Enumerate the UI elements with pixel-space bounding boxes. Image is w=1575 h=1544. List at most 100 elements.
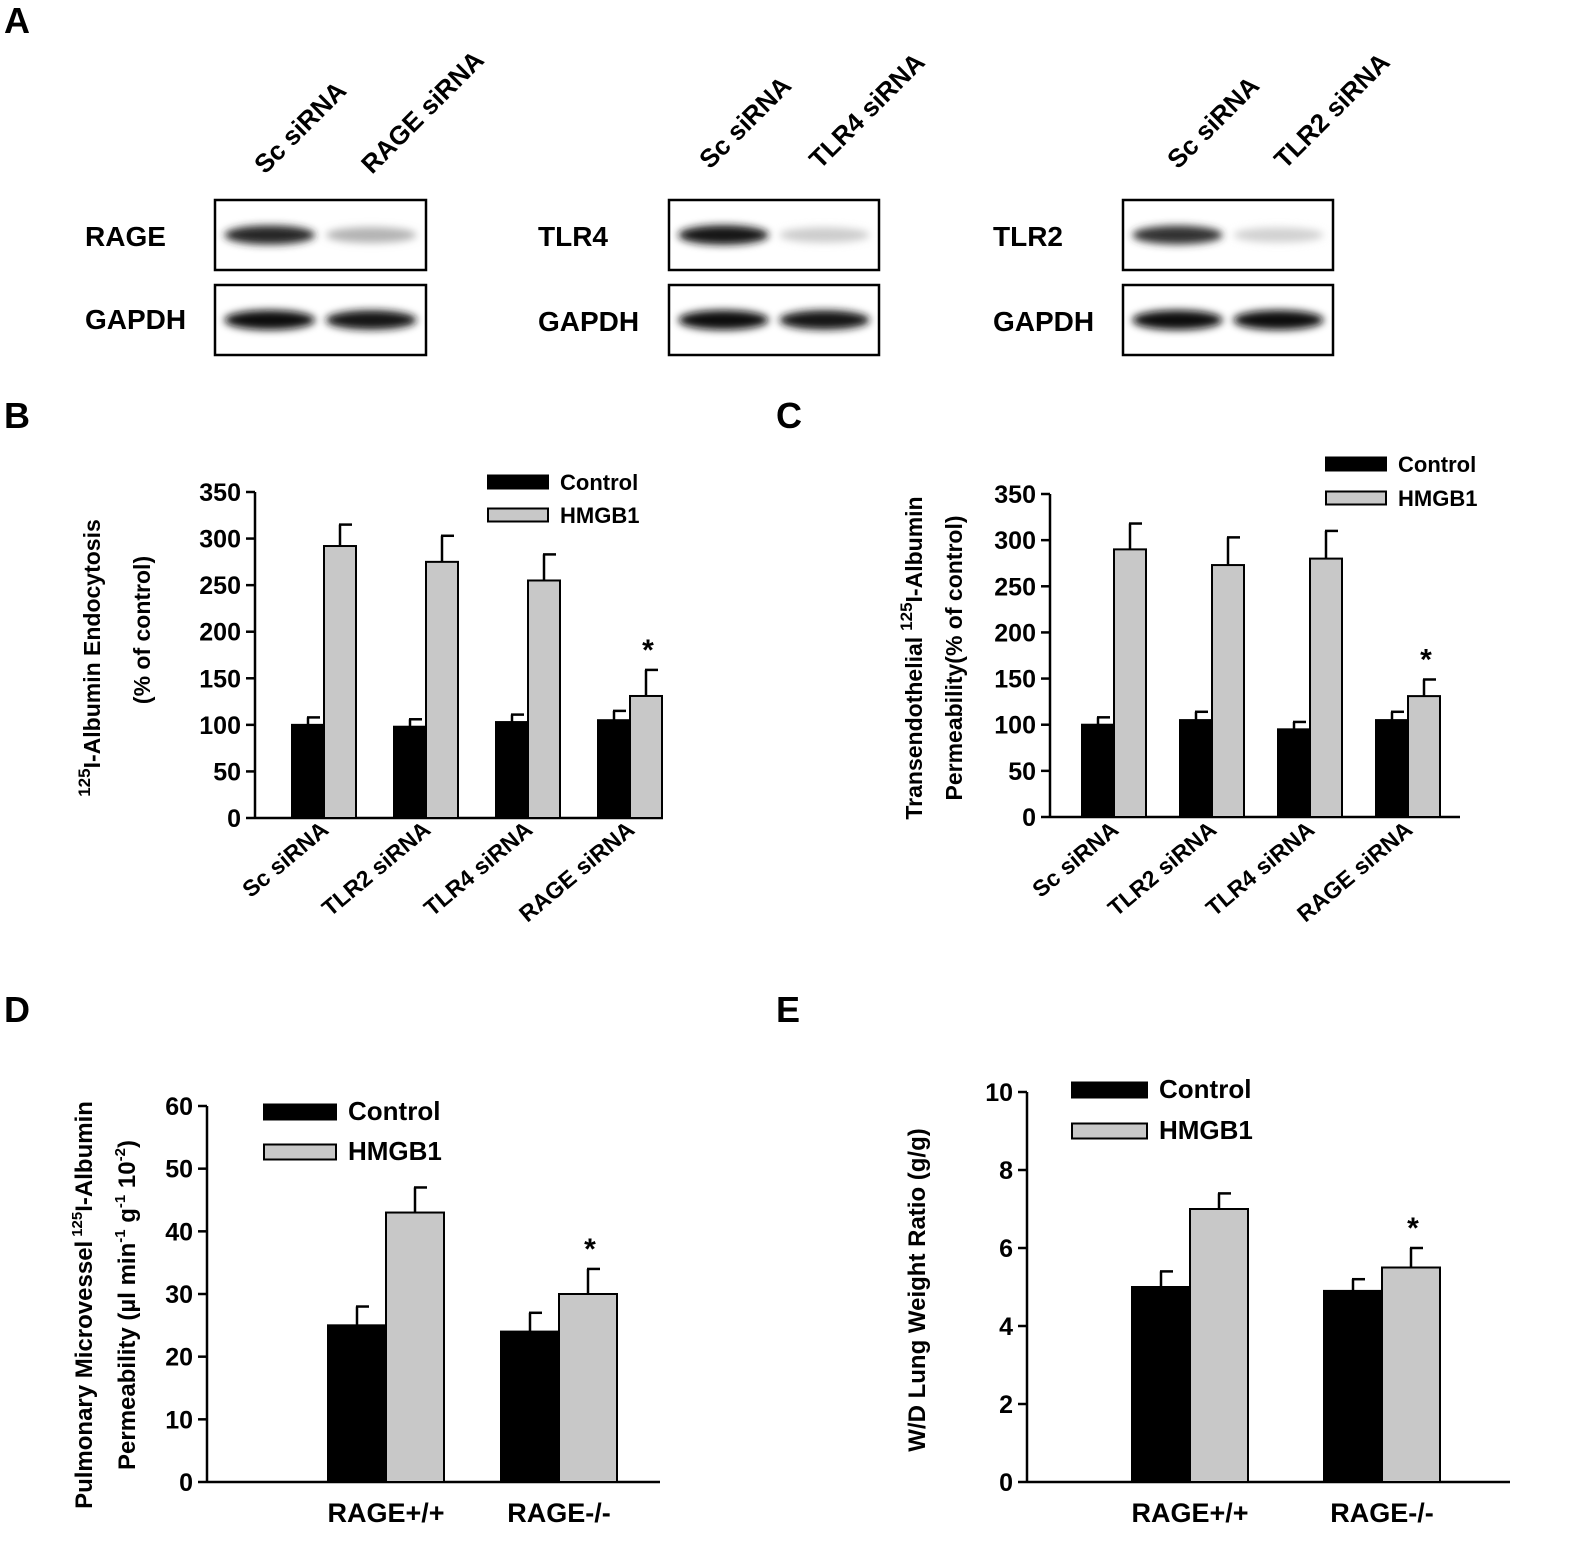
lane-label: Sc siRNA: [693, 70, 797, 174]
bar-hmgb1: [425, 560, 459, 819]
y-axis-title-line2: Permeability (µl min-1 g-1 10-2): [112, 1140, 141, 1470]
y-tick-label: 60: [165, 1093, 193, 1121]
legend-label: HMGB1: [560, 503, 639, 528]
y-tick-label: 0: [999, 1469, 1013, 1497]
bar-control: [327, 1324, 387, 1484]
legend-label: Control: [1159, 1074, 1251, 1104]
legend-swatch: [263, 1143, 337, 1161]
legend-swatch: [487, 474, 549, 490]
y-tick-label: 200: [994, 619, 1036, 647]
y-tick-label: 250: [199, 572, 241, 600]
y-axis-title: Transendothelial125I-Albumin: [897, 496, 927, 819]
bar-control: [1179, 719, 1213, 818]
blot-row-label: RAGE: [85, 221, 166, 252]
blot-tlr4: Sc siRNA TLR4 siRNA TLR4 GAPDH: [538, 47, 931, 357]
y-axis-title-line2: (% of control): [129, 556, 155, 704]
y-tick-label: 0: [1022, 804, 1036, 832]
panel-d: D Pulmonary Microvessel125I-Albumin Perm…: [4, 989, 660, 1528]
bands: [678, 225, 870, 330]
y-tick-label: 40: [165, 1218, 193, 1246]
legend-swatch: [1325, 456, 1387, 472]
bar-chart-e: 0 2 4 6 8 10 RAGE+/+ RAGE-/- * Control HMGB1: [985, 1074, 1510, 1528]
x-tick-label: Sc siRNA: [1027, 816, 1123, 902]
legend-label: Control: [560, 470, 638, 495]
legend-label: HMGB1: [348, 1136, 442, 1166]
legend-swatch: [1325, 490, 1387, 506]
lane-label: Sc siRNA: [248, 75, 352, 179]
bar-control: [1375, 719, 1409, 818]
x-tick-label: TLR2 siRNA: [317, 816, 436, 921]
bar-chart-d: 0 10 20 30 40 50 60 RAGE+/+ RAGE-/- * Control HMGB1: [165, 1093, 660, 1528]
y-tick-label: 50: [1008, 758, 1036, 786]
y-tick-label: 150: [199, 665, 241, 693]
x-tick-label: RAGE-/-: [1330, 1498, 1434, 1528]
panel-letter-d: D: [4, 989, 30, 1030]
blot-band: [325, 227, 417, 243]
significance-star: *: [584, 1233, 596, 1266]
legend-label: HMGB1: [1159, 1115, 1253, 1145]
y-axis-title: Pulmonary Microvessel125I-Albumin: [69, 1101, 98, 1509]
y-tick-label: 10: [165, 1406, 193, 1434]
bar-hmgb1: [323, 545, 357, 819]
panel-letter-a: A: [4, 0, 30, 41]
y-tick-label: 200: [199, 619, 241, 647]
bar-control: [500, 1330, 560, 1483]
y-tick-label: 300: [199, 526, 241, 554]
panel-b: B 125I-Albumin Endocytosis (% of control…: [4, 395, 663, 927]
y-axis-title: 125I-Albumin Endocytosis: [75, 519, 105, 797]
bar-control: [1277, 728, 1311, 818]
y-tick-label: 30: [165, 1281, 193, 1309]
bar-hmgb1: [1211, 564, 1245, 818]
y-tick-label: 100: [994, 712, 1036, 740]
y-axis-title: W/D Lung Weight Ratio (g/g): [904, 1128, 931, 1451]
panel-a: A Sc siRNA RAGE siRNA RAGE GAPDH Sc siRN…: [4, 0, 1396, 357]
y-tick-label: 300: [994, 527, 1036, 555]
blot-row-label: GAPDH: [993, 306, 1094, 337]
blot-band: [1132, 225, 1223, 245]
blot-band: [779, 310, 870, 330]
y-tick-label: 50: [213, 758, 241, 786]
bar-control: [291, 723, 325, 819]
blot-band: [224, 310, 316, 330]
bar-hmgb1: [385, 1211, 445, 1483]
y-tick-label: 150: [994, 666, 1036, 694]
bar-hmgb1: [558, 1293, 618, 1483]
panel-letter-e: E: [776, 989, 800, 1030]
blot-row-label: GAPDH: [85, 304, 186, 335]
y-tick-label: 50: [165, 1156, 193, 1184]
y-tick-label: 4: [999, 1313, 1013, 1341]
lane-label: TLR2 siRNA: [1268, 47, 1396, 175]
significance-star: *: [642, 634, 654, 667]
blot-band: [1233, 310, 1324, 330]
bands: [1132, 225, 1324, 330]
blot-band: [224, 225, 316, 245]
bar-hmgb1: [527, 579, 561, 819]
y-tick-label: 350: [199, 479, 241, 507]
legend-label: Control: [348, 1096, 440, 1126]
y-tick-label: 0: [227, 805, 241, 833]
y-tick-label: 8: [999, 1157, 1013, 1185]
legend-label: HMGB1: [1398, 486, 1477, 511]
bar-control: [597, 719, 631, 820]
blot-row-label: TLR2: [993, 221, 1063, 252]
blot-rage: Sc siRNA RAGE siRNA RAGE GAPDH: [85, 44, 490, 357]
y-tick-label: 350: [994, 481, 1036, 509]
blot-band: [325, 310, 417, 330]
lane-label: TLR4 siRNA: [803, 47, 931, 175]
blot-band: [1233, 227, 1324, 243]
blot-row-label: GAPDH: [538, 306, 639, 337]
blot-band: [678, 225, 769, 245]
y-axis-title-line2: Permeability(% of control): [941, 516, 967, 801]
legend-swatch: [263, 1103, 337, 1121]
y-tick-label: 250: [994, 573, 1036, 601]
blot-tlr2: Sc siRNA TLR2 siRNA TLR2 GAPDH: [993, 47, 1396, 357]
x-tick-label: RAGE+/+: [327, 1498, 444, 1528]
y-tick-label: 0: [179, 1469, 193, 1497]
lane-label: RAGE siRNA: [355, 44, 490, 179]
bar-hmgb1: [1309, 557, 1343, 818]
legend-swatch: [1071, 1081, 1148, 1099]
y-tick-label: 2: [999, 1391, 1013, 1419]
